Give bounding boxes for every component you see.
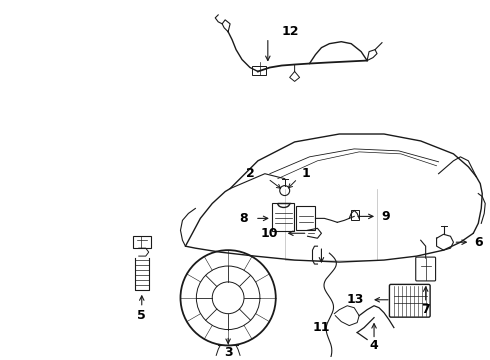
Text: 13: 13 <box>347 293 364 306</box>
Text: 4: 4 <box>369 339 378 352</box>
Text: 6: 6 <box>474 236 483 249</box>
Bar <box>133 236 151 248</box>
Text: 8: 8 <box>239 212 248 225</box>
Bar <box>252 66 266 76</box>
Bar <box>272 203 294 231</box>
Text: 1: 1 <box>301 167 310 180</box>
Bar <box>295 207 316 230</box>
Text: 9: 9 <box>381 210 390 223</box>
Bar <box>351 211 359 220</box>
Text: 2: 2 <box>246 167 255 180</box>
Text: 10: 10 <box>260 227 278 240</box>
Text: 3: 3 <box>224 346 232 359</box>
Text: 5: 5 <box>137 309 146 322</box>
Text: 12: 12 <box>282 25 299 38</box>
Text: 7: 7 <box>421 303 430 316</box>
Text: 11: 11 <box>313 321 330 334</box>
